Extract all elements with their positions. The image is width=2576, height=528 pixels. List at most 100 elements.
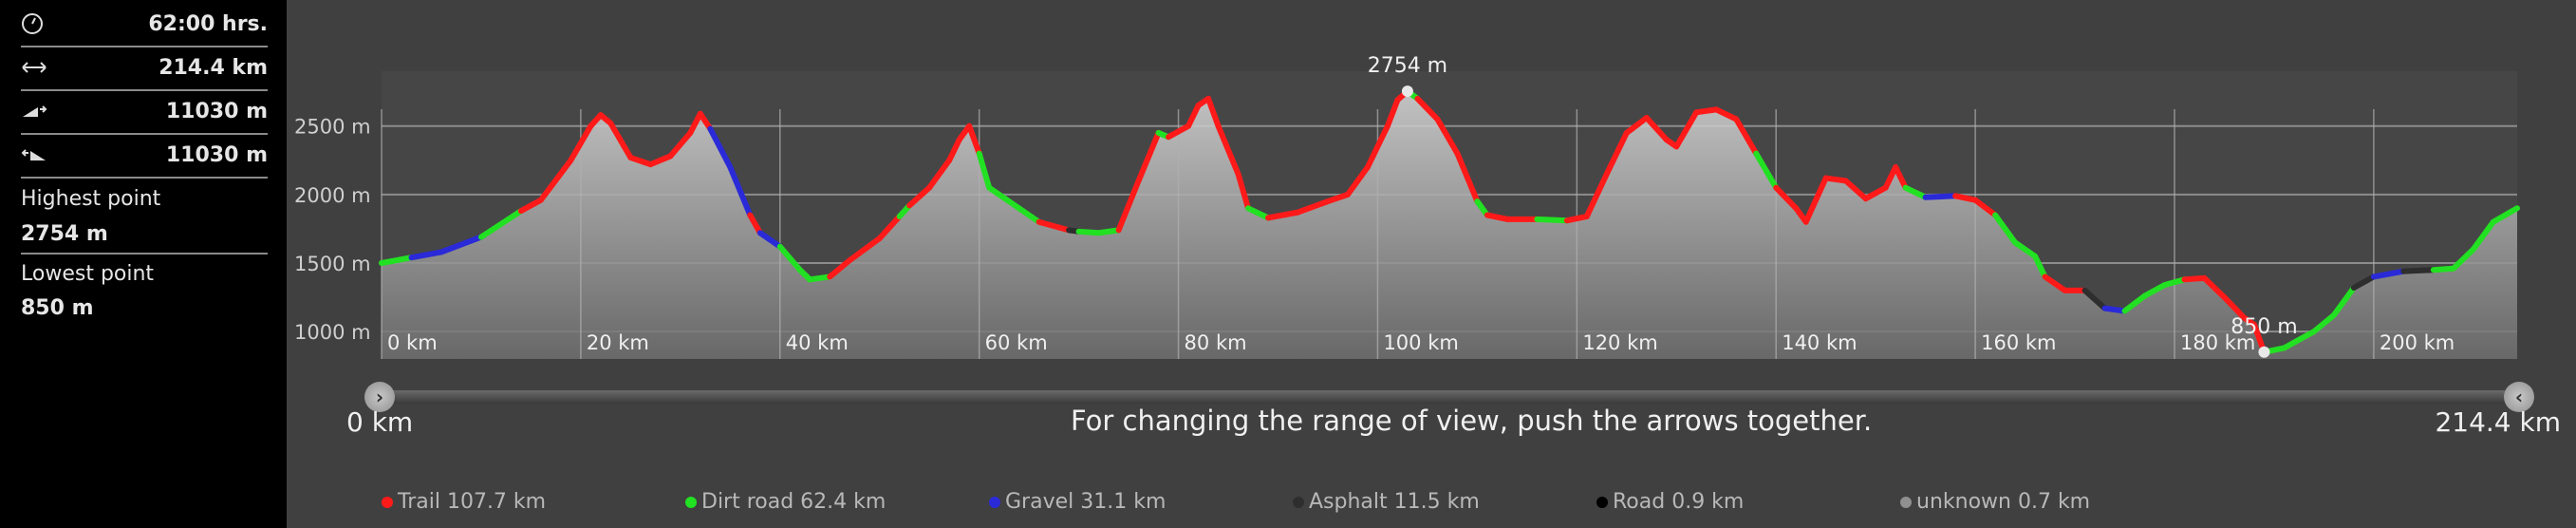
y-tick-label: 1500 m	[294, 253, 371, 275]
x-tick-label: 40 km	[786, 331, 849, 354]
profile-segment	[1802, 175, 1829, 225]
highest-value: 2754 m	[21, 222, 108, 246]
profile-segment	[2042, 273, 2068, 293]
highest-label: Highest point	[21, 187, 161, 211]
profile-segment	[1324, 191, 1351, 205]
profile-segment	[477, 208, 524, 240]
profile-segment	[2330, 284, 2357, 318]
profile-segment	[2350, 273, 2377, 291]
asphalt-dot	[1293, 496, 1304, 508]
profile-segment	[966, 123, 982, 157]
profile-segment	[2400, 267, 2436, 274]
descent-value: 11030 m	[165, 142, 268, 167]
legend-label: Road 0.9 km	[1613, 490, 1745, 514]
annotation-marker	[1401, 85, 1413, 98]
profile-segment	[1265, 209, 1301, 221]
range-slider-track[interactable]	[380, 390, 2519, 404]
profile-segment	[2121, 292, 2148, 314]
profile-segment	[807, 273, 833, 283]
legend-gravel: Gravel 31.1 km	[989, 490, 1166, 514]
profile-segment	[1862, 184, 1889, 202]
profile-segment	[1583, 171, 1610, 219]
profile-segment	[2450, 246, 2476, 272]
legend-road: Road 0.9 km	[1596, 490, 1744, 514]
profile-segment	[1992, 212, 2019, 246]
profile-segment	[1245, 205, 1272, 221]
range-max-label: 214.4 km	[2435, 406, 2561, 438]
range-left-handle[interactable]: ›	[364, 382, 395, 412]
profile-segment	[1235, 171, 1252, 212]
profile-segment	[2081, 287, 2108, 311]
elevation-area	[382, 91, 2517, 359]
x-tick-label: 0 km	[387, 331, 438, 354]
profile-segment	[2490, 205, 2520, 225]
profile-segment	[1434, 116, 1461, 157]
profile-segment	[517, 197, 544, 215]
profile-segment	[1673, 109, 1700, 150]
profile-segment	[876, 213, 903, 242]
profile-segment	[408, 249, 444, 261]
descent-row: 11030 m	[21, 133, 268, 179]
profile-segment	[1623, 115, 1650, 136]
duration-value: 62:00 hrs.	[148, 11, 268, 36]
profile-segment	[537, 157, 574, 203]
legend-label: unknown 0.7 km	[1916, 490, 2091, 514]
profile-segment	[976, 150, 993, 191]
y-tick-label: 2500 m	[294, 116, 371, 139]
profile-segment	[1115, 178, 1142, 234]
range-min-label: 0 km	[346, 406, 414, 438]
lowest-label: Lowest point	[21, 262, 155, 286]
range-hint: For changing the range of view, push the…	[1071, 405, 1873, 437]
x-tick-label: 60 km	[985, 331, 1048, 354]
profile-segment	[2032, 253, 2048, 280]
profile-segment	[2181, 274, 2208, 283]
annotation-marker	[2258, 346, 2270, 358]
profile-segment	[1344, 164, 1371, 198]
road-dot	[1596, 496, 1608, 508]
dirt-road-dot	[685, 496, 697, 508]
profile-segment	[687, 110, 703, 136]
profile-segment	[1603, 129, 1630, 178]
profile-segment	[697, 110, 714, 132]
profile-segment	[1384, 97, 1401, 129]
profile-segment	[2470, 218, 2496, 253]
profile-segment	[1713, 106, 1740, 123]
axis-ticks: 1000 m 1500 m 2000 m 2500 m 0 km 20 km 40 km 60…	[294, 116, 2455, 354]
legend-unknown: unknown 0.7 km	[1900, 490, 2090, 514]
stats-sidebar: 62:00 hrs. 214.4 km 11030 m 11030 m High…	[0, 0, 287, 528]
annotation-label: 850 m	[2231, 315, 2297, 339]
profile-segment	[1922, 193, 1959, 200]
profile-segment	[986, 184, 1022, 212]
profile-segment	[727, 164, 754, 218]
legend-label: Gravel 31.1 km	[1005, 490, 1167, 514]
profile-segment	[847, 236, 883, 264]
x-tick-label: 160 km	[1981, 331, 2056, 354]
profile-segment	[2101, 305, 2128, 314]
profile-segment	[1454, 150, 1481, 205]
divider	[21, 253, 268, 255]
distance-row: 214.4 km	[21, 46, 268, 91]
profile-segment	[1952, 193, 1979, 203]
horizontal-arrows-icon	[21, 55, 49, 80]
gravel-dot	[989, 496, 1000, 508]
profile-segment	[1693, 106, 1720, 116]
profile-segment	[607, 120, 634, 160]
x-tick-label: 80 km	[1185, 331, 1247, 354]
profile-segment	[1364, 123, 1391, 170]
profile-segment	[946, 137, 962, 163]
distance-value: 214.4 km	[159, 55, 268, 80]
range-right-handle[interactable]: ‹	[2504, 382, 2534, 412]
x-tick-label: 100 km	[1383, 331, 1458, 354]
clock-icon	[21, 11, 49, 36]
x-tick-label: 120 km	[1582, 331, 1657, 354]
duration-row: 62:00 hrs.	[21, 2, 268, 47]
legend-label: Dirt road 62.4 km	[701, 490, 887, 514]
legend-asphalt: Asphalt 11.5 km	[1293, 490, 1480, 514]
profile-segment	[1295, 198, 1331, 216]
profile-segment	[438, 234, 484, 255]
lowest-value: 850 m	[21, 296, 94, 320]
profile-segment	[379, 255, 415, 266]
unknown-dot	[1900, 496, 1912, 508]
legend-label: Asphalt 11.5 km	[1309, 490, 1480, 514]
profile-segment	[2201, 274, 2228, 301]
